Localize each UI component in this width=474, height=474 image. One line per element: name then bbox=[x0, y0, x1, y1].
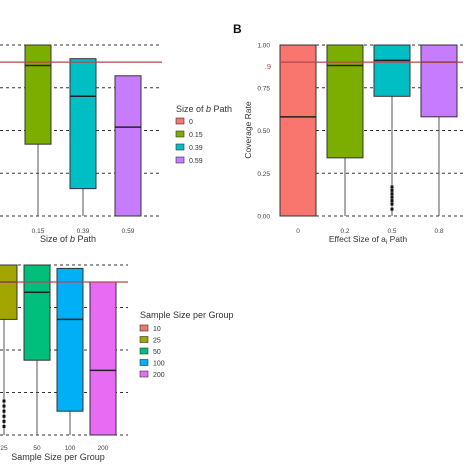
panel-b-y-axis-label: Coverage Rate bbox=[243, 101, 253, 158]
box-50 bbox=[23, 264, 51, 361]
panel-a-x-ticks: 0.15 0.39 0.59 bbox=[32, 228, 135, 235]
box-0.39 bbox=[69, 58, 97, 190]
outlier-point bbox=[2, 425, 6, 428]
legend-label: 0.39 bbox=[189, 145, 203, 152]
panel-b-y-ticks: 0.00 0.25 0.50 0.75 1.00 bbox=[257, 43, 270, 221]
panel-a: 0.15 0.39 0.59 Size of b Path Size of b Pa… bbox=[0, 44, 232, 244]
y-tick-label: 0.75 bbox=[257, 85, 270, 92]
panel-c-x-ticks: 25 50 100 200 bbox=[0, 445, 108, 452]
panel-a-legend: Size of b Path 0 0.15 0.39 0.59 bbox=[175, 104, 232, 165]
y-tick-label: 0.25 bbox=[257, 171, 270, 178]
legend-label: 0 bbox=[189, 119, 193, 126]
x-tick-label: 0.59 bbox=[122, 228, 135, 235]
outlier-point bbox=[2, 399, 6, 403]
panel-c: 25 50 100 200 Sample Size per Group Sample … bbox=[0, 264, 234, 462]
panel-c-x-axis-label: Sample Size per Group bbox=[11, 452, 105, 462]
legend-label: 10 bbox=[153, 326, 161, 333]
legend-label: 0.15 bbox=[189, 132, 203, 139]
panel-a-boxes bbox=[0, 44, 162, 217]
x-tick-label: 0 bbox=[296, 228, 300, 235]
outlier-point bbox=[390, 199, 394, 203]
box-0.5 bbox=[373, 44, 411, 97]
panel-a-x-axis-label: Size of b Path bbox=[40, 234, 96, 244]
y-tick-label: 0.50 bbox=[257, 128, 270, 135]
x-tick-label: 100 bbox=[65, 445, 76, 452]
legend-swatch bbox=[139, 336, 149, 343]
box-100 bbox=[56, 267, 84, 412]
legend-label: 25 bbox=[153, 338, 161, 345]
box-200 bbox=[89, 281, 117, 436]
x-tick-label: 25 bbox=[0, 445, 8, 452]
outlier-point bbox=[390, 195, 394, 199]
x-tick-label: 200 bbox=[98, 445, 109, 452]
panel-b-x-ticks: 0 0.2 0.5 0.8 bbox=[296, 228, 444, 235]
outlier-point bbox=[390, 192, 394, 196]
x-tick-label: 0.8 bbox=[434, 228, 443, 235]
outlier-point bbox=[2, 414, 6, 418]
y-tick-label: 1.00 bbox=[257, 43, 270, 50]
panel-b-letter: B bbox=[233, 22, 242, 36]
box-0.2 bbox=[326, 44, 364, 159]
legend-swatch bbox=[175, 130, 185, 138]
legend-swatch bbox=[175, 143, 185, 151]
box-0.15 bbox=[24, 44, 52, 145]
panel-c-legend: Sample Size per Group 10 25 50 100 200 bbox=[139, 310, 234, 379]
legend-swatch bbox=[175, 117, 185, 125]
x-tick-label: 0.2 bbox=[340, 228, 349, 235]
box-25 bbox=[0, 264, 18, 320]
x-tick-label: 0.15 bbox=[32, 228, 45, 235]
outlier-point bbox=[2, 404, 6, 408]
outlier-point bbox=[390, 207, 394, 211]
panel-b-ref-line-label: .9 bbox=[265, 62, 271, 71]
legend-swatch bbox=[139, 370, 149, 378]
outlier-point bbox=[2, 409, 6, 413]
outlier-point bbox=[390, 202, 394, 206]
panel-c-boxes bbox=[0, 264, 128, 436]
y-tick-label: 0.00 bbox=[257, 214, 270, 221]
panel-b: B 0.00 0.25 0.50 0.75 1.00 0 0.2 0.5 0.8 .9 Cov… bbox=[233, 22, 463, 246]
legend-label: 0.59 bbox=[189, 158, 203, 165]
legend-swatch bbox=[175, 156, 185, 164]
legend-swatch bbox=[139, 324, 149, 332]
legend-label: 200 bbox=[153, 372, 165, 379]
outlier-point bbox=[2, 419, 6, 423]
panel-b-boxes bbox=[279, 44, 463, 217]
x-tick-label: 0.5 bbox=[387, 228, 396, 235]
panel-b-x-axis-label: Effect Size of ai Path bbox=[329, 234, 407, 246]
legend-swatch bbox=[139, 347, 149, 355]
panel-a-legend-title: Size of b Path bbox=[176, 104, 232, 114]
legend-label: 100 bbox=[153, 361, 165, 368]
x-tick-label: 50 bbox=[33, 445, 41, 452]
outlier-point bbox=[390, 185, 394, 189]
legend-label: 50 bbox=[153, 349, 161, 356]
x-tick-label: 0.39 bbox=[77, 228, 90, 235]
box-0 bbox=[279, 44, 317, 217]
legend-swatch bbox=[139, 359, 149, 366]
box-0.8 bbox=[420, 44, 458, 118]
panel-c-legend-title: Sample Size per Group bbox=[140, 310, 234, 320]
box-0.59 bbox=[114, 75, 142, 217]
outlier-point bbox=[390, 188, 394, 192]
